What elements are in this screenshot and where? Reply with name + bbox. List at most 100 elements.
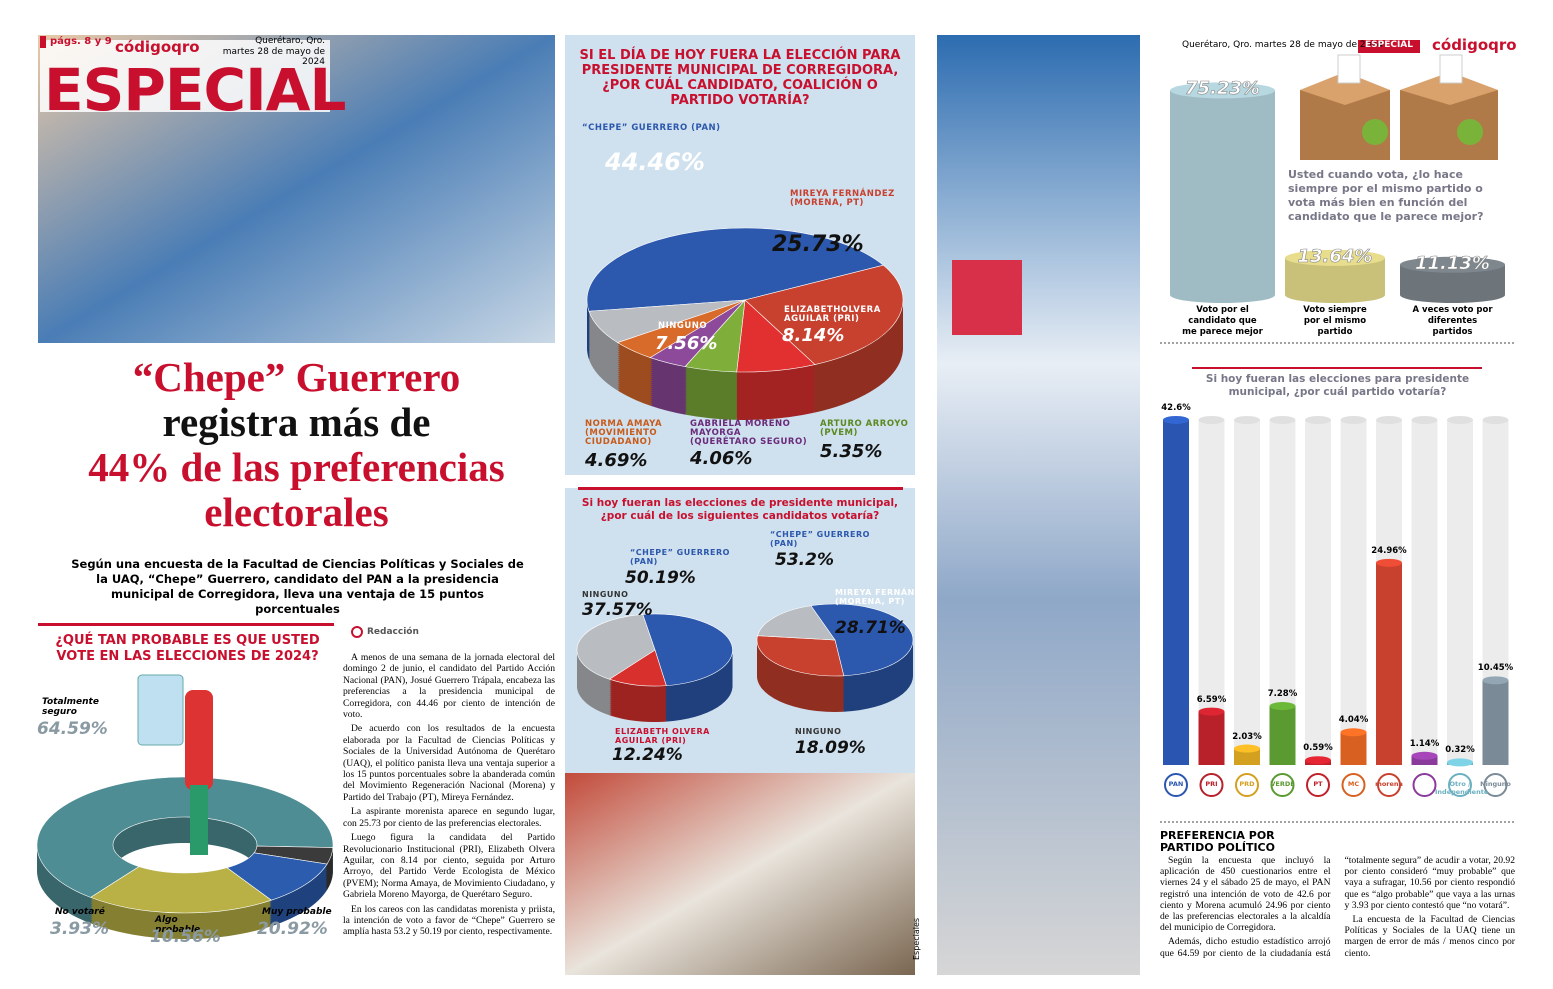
bar-track bbox=[1447, 420, 1473, 765]
label: Voto siempre por el mismo partido bbox=[1303, 305, 1367, 337]
bar-top bbox=[1482, 676, 1509, 685]
wedge bbox=[642, 613, 733, 686]
paragraph: La encuesta de la Facultad de Ciencias P… bbox=[1344, 914, 1516, 959]
label: Algo probable bbox=[155, 915, 201, 935]
label: 10.45% bbox=[1477, 663, 1514, 674]
bar bbox=[1340, 732, 1367, 765]
label: 5.35% bbox=[820, 441, 883, 462]
wedge bbox=[586, 227, 884, 312]
label: morena bbox=[1375, 780, 1403, 788]
label: MIREYA FERNÁNDEZ (MORENA, PT) bbox=[835, 588, 935, 606]
subhead: Según una encuesta de la Facultad de Cie… bbox=[71, 557, 524, 616]
section-title: ESPECIAL bbox=[44, 56, 347, 124]
brand: códigoqro bbox=[115, 38, 200, 56]
ballot-photo bbox=[937, 35, 1140, 975]
bar-track bbox=[1198, 420, 1225, 765]
chart-title: Si hoy fueran las elecciones de presiden… bbox=[581, 497, 899, 522]
article-body: A menos de una semana de la jornada elec… bbox=[343, 652, 555, 941]
bar-top bbox=[1198, 707, 1225, 716]
photo-credit: Especiales bbox=[912, 917, 921, 960]
label: 75.23% bbox=[1185, 78, 1261, 100]
wedge bbox=[89, 866, 273, 914]
label: 7.56% bbox=[655, 333, 718, 354]
party-logo bbox=[1235, 773, 1259, 797]
label: 20.92% bbox=[257, 919, 328, 939]
paragraph: La aspirante morenista aparece en segund… bbox=[343, 806, 555, 829]
wedge bbox=[757, 605, 836, 641]
bar bbox=[1411, 755, 1438, 765]
label: NINGUNO bbox=[658, 321, 708, 331]
party-logo bbox=[1199, 773, 1224, 797]
bar-track bbox=[1340, 420, 1367, 765]
bar-top bbox=[1285, 249, 1385, 266]
label: PT bbox=[1313, 780, 1323, 788]
party-logo bbox=[1270, 773, 1295, 797]
label: “CHEPE” GUERRERO (PAN) bbox=[630, 548, 730, 566]
label: 50.19% bbox=[625, 568, 696, 588]
chart-title: SI EL DÍA DE HOY FUERA LA ELECCIÓN PARA … bbox=[579, 48, 901, 108]
label: PRI bbox=[1205, 780, 1218, 788]
label: ARTURO ARROYO (PVEM) bbox=[820, 419, 909, 438]
bar-track bbox=[1411, 420, 1438, 765]
chart-title: Usted cuando vota, ¿lo hace siempre por … bbox=[1288, 168, 1484, 223]
section-tag: ESPECIAL bbox=[1364, 40, 1414, 50]
label: No votaré bbox=[55, 907, 105, 917]
label: 3.93% bbox=[50, 919, 109, 939]
label: 11.13% bbox=[1415, 252, 1491, 274]
rule bbox=[578, 487, 903, 490]
bar-top bbox=[1447, 758, 1473, 767]
label: 0.59% bbox=[1303, 743, 1333, 754]
headline-line: electorales bbox=[204, 489, 389, 535]
wedge bbox=[756, 635, 845, 677]
rule bbox=[1192, 367, 1482, 369]
label: ELIZABETHOLVERA AGUILAR (PRI) bbox=[784, 305, 881, 324]
page-numbers: págs. 8 y 9 bbox=[50, 36, 112, 47]
label: Totalmente seguro bbox=[42, 697, 99, 717]
ballot-boxes bbox=[1300, 54, 1498, 160]
label: NINGUNO bbox=[582, 590, 629, 599]
bar-base bbox=[1400, 287, 1505, 303]
label: MIREYA FERNÁNDEZ (MORENA, PT) bbox=[790, 189, 895, 208]
label: Muy probable bbox=[262, 907, 332, 917]
party-logo bbox=[1164, 773, 1188, 797]
voter-figure-legs bbox=[190, 785, 208, 855]
date: martes 28 de mayo de 2024 bbox=[222, 47, 325, 67]
label: 64.59% bbox=[37, 719, 108, 739]
label: 8.14% bbox=[782, 325, 845, 346]
bar-top bbox=[1411, 751, 1438, 760]
label: ELIZABETH OLVERA AGUILAR (PRI) bbox=[615, 727, 710, 745]
bar-top bbox=[1400, 256, 1505, 273]
label: 18.09% bbox=[795, 738, 866, 758]
brand: códigoqro bbox=[1432, 36, 1517, 54]
section-banner bbox=[40, 40, 330, 112]
party-logo bbox=[1306, 773, 1330, 797]
sidebar-title: PREFERENCIA POR PARTIDO POLÍTICO bbox=[1160, 829, 1275, 854]
byline-icon bbox=[351, 626, 363, 638]
label: 44.46% bbox=[605, 148, 705, 176]
bar-track-top bbox=[1482, 416, 1509, 424]
label: “CHEPE” GUERRERO (PAN) bbox=[770, 530, 870, 548]
label: 12.24% bbox=[612, 745, 683, 765]
wedge bbox=[576, 614, 656, 680]
headline-line: registra más de bbox=[162, 399, 431, 445]
party-logo bbox=[1448, 773, 1472, 797]
label: 24.96% bbox=[1371, 545, 1407, 556]
bar bbox=[1269, 706, 1296, 765]
bar bbox=[1170, 90, 1275, 296]
label: 13.64% bbox=[1297, 245, 1373, 268]
label: NORMA AMAYA (MOVIMIENTO CIUDADANO) bbox=[585, 419, 663, 447]
label: 28.71% bbox=[835, 618, 906, 638]
bar-track-top bbox=[1411, 416, 1438, 424]
bar-top bbox=[1163, 415, 1189, 424]
location: Querétaro, Qro. bbox=[255, 36, 325, 46]
bar-track-top bbox=[1340, 416, 1367, 424]
label: “CHEPE” GUERRERO (PAN) bbox=[582, 123, 721, 133]
label: 25.73% bbox=[772, 232, 864, 257]
bar bbox=[1234, 748, 1260, 765]
paragraph: Según la encuesta que incluyó la aplicac… bbox=[1160, 855, 1331, 934]
bar-top bbox=[1269, 702, 1296, 711]
label: VERDE bbox=[1270, 780, 1295, 788]
byline: Redacción bbox=[367, 627, 419, 637]
label: 4.69% bbox=[585, 450, 648, 471]
party-logo bbox=[1412, 773, 1437, 797]
